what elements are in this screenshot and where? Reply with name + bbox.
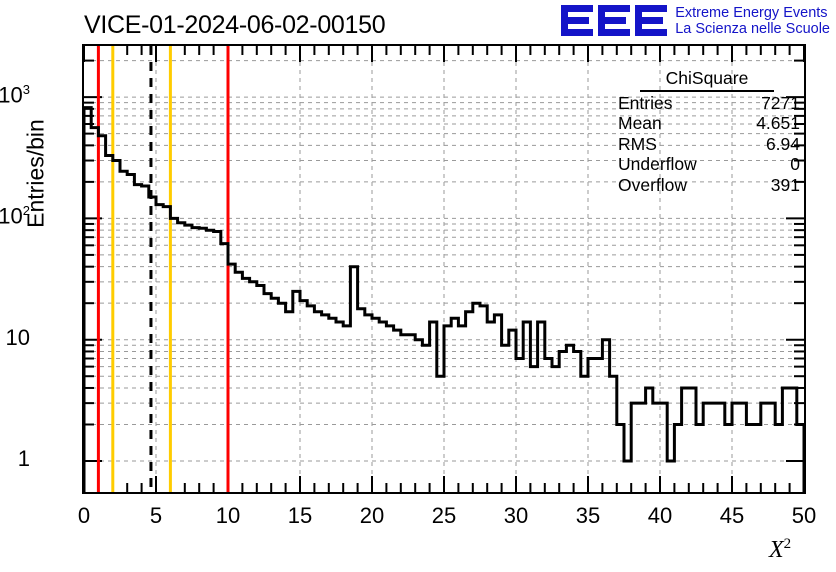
- x-tick-label-2: 10: [215, 503, 241, 528]
- axis-ticks: [84, 46, 804, 492]
- stats-title: ChiSquare: [639, 68, 775, 92]
- page-title: VICE-01-2024-06-02-00150: [84, 11, 386, 39]
- stats-row-value: 6.94: [765, 133, 800, 154]
- y-tick-label-2: 102: [0, 203, 30, 229]
- stats-row: Mean 4.651: [612, 113, 802, 134]
- stats-row: Entries 7271: [612, 93, 802, 114]
- x-tick-label-3: 15: [287, 503, 313, 528]
- y-tick-label-0: 1: [17, 446, 30, 471]
- stats-row-key: Mean: [618, 113, 662, 133]
- x-tick-label-8: 40: [647, 503, 673, 528]
- y-tick-label-1: 10: [5, 324, 30, 350]
- x-tick-label-6: 30: [503, 503, 529, 528]
- eee-logo-line1: Extreme Energy Events: [675, 5, 828, 21]
- stats-title-wrap: ChiSquare: [612, 68, 802, 93]
- x-axis-title-base: X: [769, 537, 784, 563]
- stats-rows: Entries 7271 Mean 4.651 RMS 6.94 Underflow 0 Ove…: [612, 93, 802, 196]
- x-tick-label-4: 20: [359, 503, 385, 528]
- stats-row-value: 0: [790, 154, 800, 174]
- eee-logo: Extreme Energy Events La Scienza nelle S…: [561, 4, 830, 38]
- x-tick-label-0: 0: [77, 503, 91, 528]
- marker-lines: [96, 46, 230, 492]
- x-axis-title: X2: [769, 536, 791, 564]
- grid-lines: [84, 46, 804, 492]
- stats-row: Underflow 0: [612, 154, 802, 175]
- x-tick-label-1: 5: [149, 503, 163, 528]
- stats-row-value: 4.651: [756, 113, 800, 133]
- eee-logo-line2: La Scienza nelle Scuole: [675, 21, 830, 37]
- stats-row-key: Underflow: [618, 154, 697, 174]
- stats-row-value: 391: [770, 174, 800, 195]
- histogram-outline: [84, 106, 804, 492]
- x-tick-label-9: 45: [719, 503, 745, 528]
- stats-row-key: RMS: [618, 133, 657, 154]
- plot-frame: [82, 44, 806, 494]
- stats-row: Overflow 391: [612, 175, 802, 196]
- stats-row-key: Overflow: [618, 174, 688, 195]
- x-tick-label-10: 50: [791, 503, 817, 528]
- stats-row: RMS 6.94: [612, 134, 802, 155]
- eee-logo-text: Extreme Energy Events La Scienza nelle S…: [675, 5, 830, 37]
- histogram-plot: [84, 46, 804, 492]
- x-axis-title-exponent: 2: [783, 536, 792, 552]
- x-tick-label-5: 25: [431, 503, 457, 528]
- y-tick-label-3: 103: [0, 82, 30, 108]
- stats-row-key: Entries: [618, 92, 673, 113]
- statistics-box: ChiSquare Entries 7271 Mean 4.651 RMS 6.94 Und…: [612, 68, 802, 195]
- stats-row-value: 7271: [761, 92, 800, 113]
- x-tick-label-7: 35: [575, 503, 601, 528]
- eee-logo-mark-icon: [561, 4, 669, 38]
